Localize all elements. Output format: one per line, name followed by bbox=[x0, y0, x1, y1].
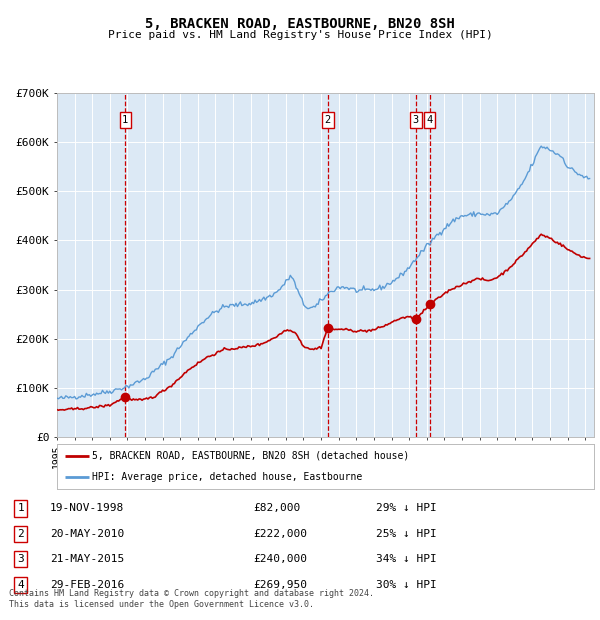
Text: 34% ↓ HPI: 34% ↓ HPI bbox=[376, 554, 437, 564]
Text: Price paid vs. HM Land Registry's House Price Index (HPI): Price paid vs. HM Land Registry's House … bbox=[107, 30, 493, 40]
Text: 29-FEB-2016: 29-FEB-2016 bbox=[50, 580, 124, 590]
Text: 2: 2 bbox=[17, 529, 24, 539]
Text: 20-MAY-2010: 20-MAY-2010 bbox=[50, 529, 124, 539]
Text: £269,950: £269,950 bbox=[253, 580, 307, 590]
Text: 1: 1 bbox=[122, 115, 128, 125]
Text: 3: 3 bbox=[17, 554, 24, 564]
Text: 30% ↓ HPI: 30% ↓ HPI bbox=[376, 580, 437, 590]
Text: 3: 3 bbox=[413, 115, 419, 125]
Text: £82,000: £82,000 bbox=[253, 503, 300, 513]
Text: 19-NOV-1998: 19-NOV-1998 bbox=[50, 503, 124, 513]
Text: 25% ↓ HPI: 25% ↓ HPI bbox=[376, 529, 437, 539]
Text: HPI: Average price, detached house, Eastbourne: HPI: Average price, detached house, East… bbox=[92, 471, 362, 482]
Text: Contains HM Land Registry data © Crown copyright and database right 2024.
This d: Contains HM Land Registry data © Crown c… bbox=[9, 590, 374, 609]
Text: 29% ↓ HPI: 29% ↓ HPI bbox=[376, 503, 437, 513]
Text: £222,000: £222,000 bbox=[253, 529, 307, 539]
Text: 21-MAY-2015: 21-MAY-2015 bbox=[50, 554, 124, 564]
Text: 1: 1 bbox=[17, 503, 24, 513]
Text: 4: 4 bbox=[17, 580, 24, 590]
Text: £240,000: £240,000 bbox=[253, 554, 307, 564]
Text: 5, BRACKEN ROAD, EASTBOURNE, BN20 8SH: 5, BRACKEN ROAD, EASTBOURNE, BN20 8SH bbox=[145, 17, 455, 31]
Text: 2: 2 bbox=[325, 115, 331, 125]
Text: 4: 4 bbox=[427, 115, 433, 125]
Text: 5, BRACKEN ROAD, EASTBOURNE, BN20 8SH (detached house): 5, BRACKEN ROAD, EASTBOURNE, BN20 8SH (d… bbox=[92, 451, 409, 461]
